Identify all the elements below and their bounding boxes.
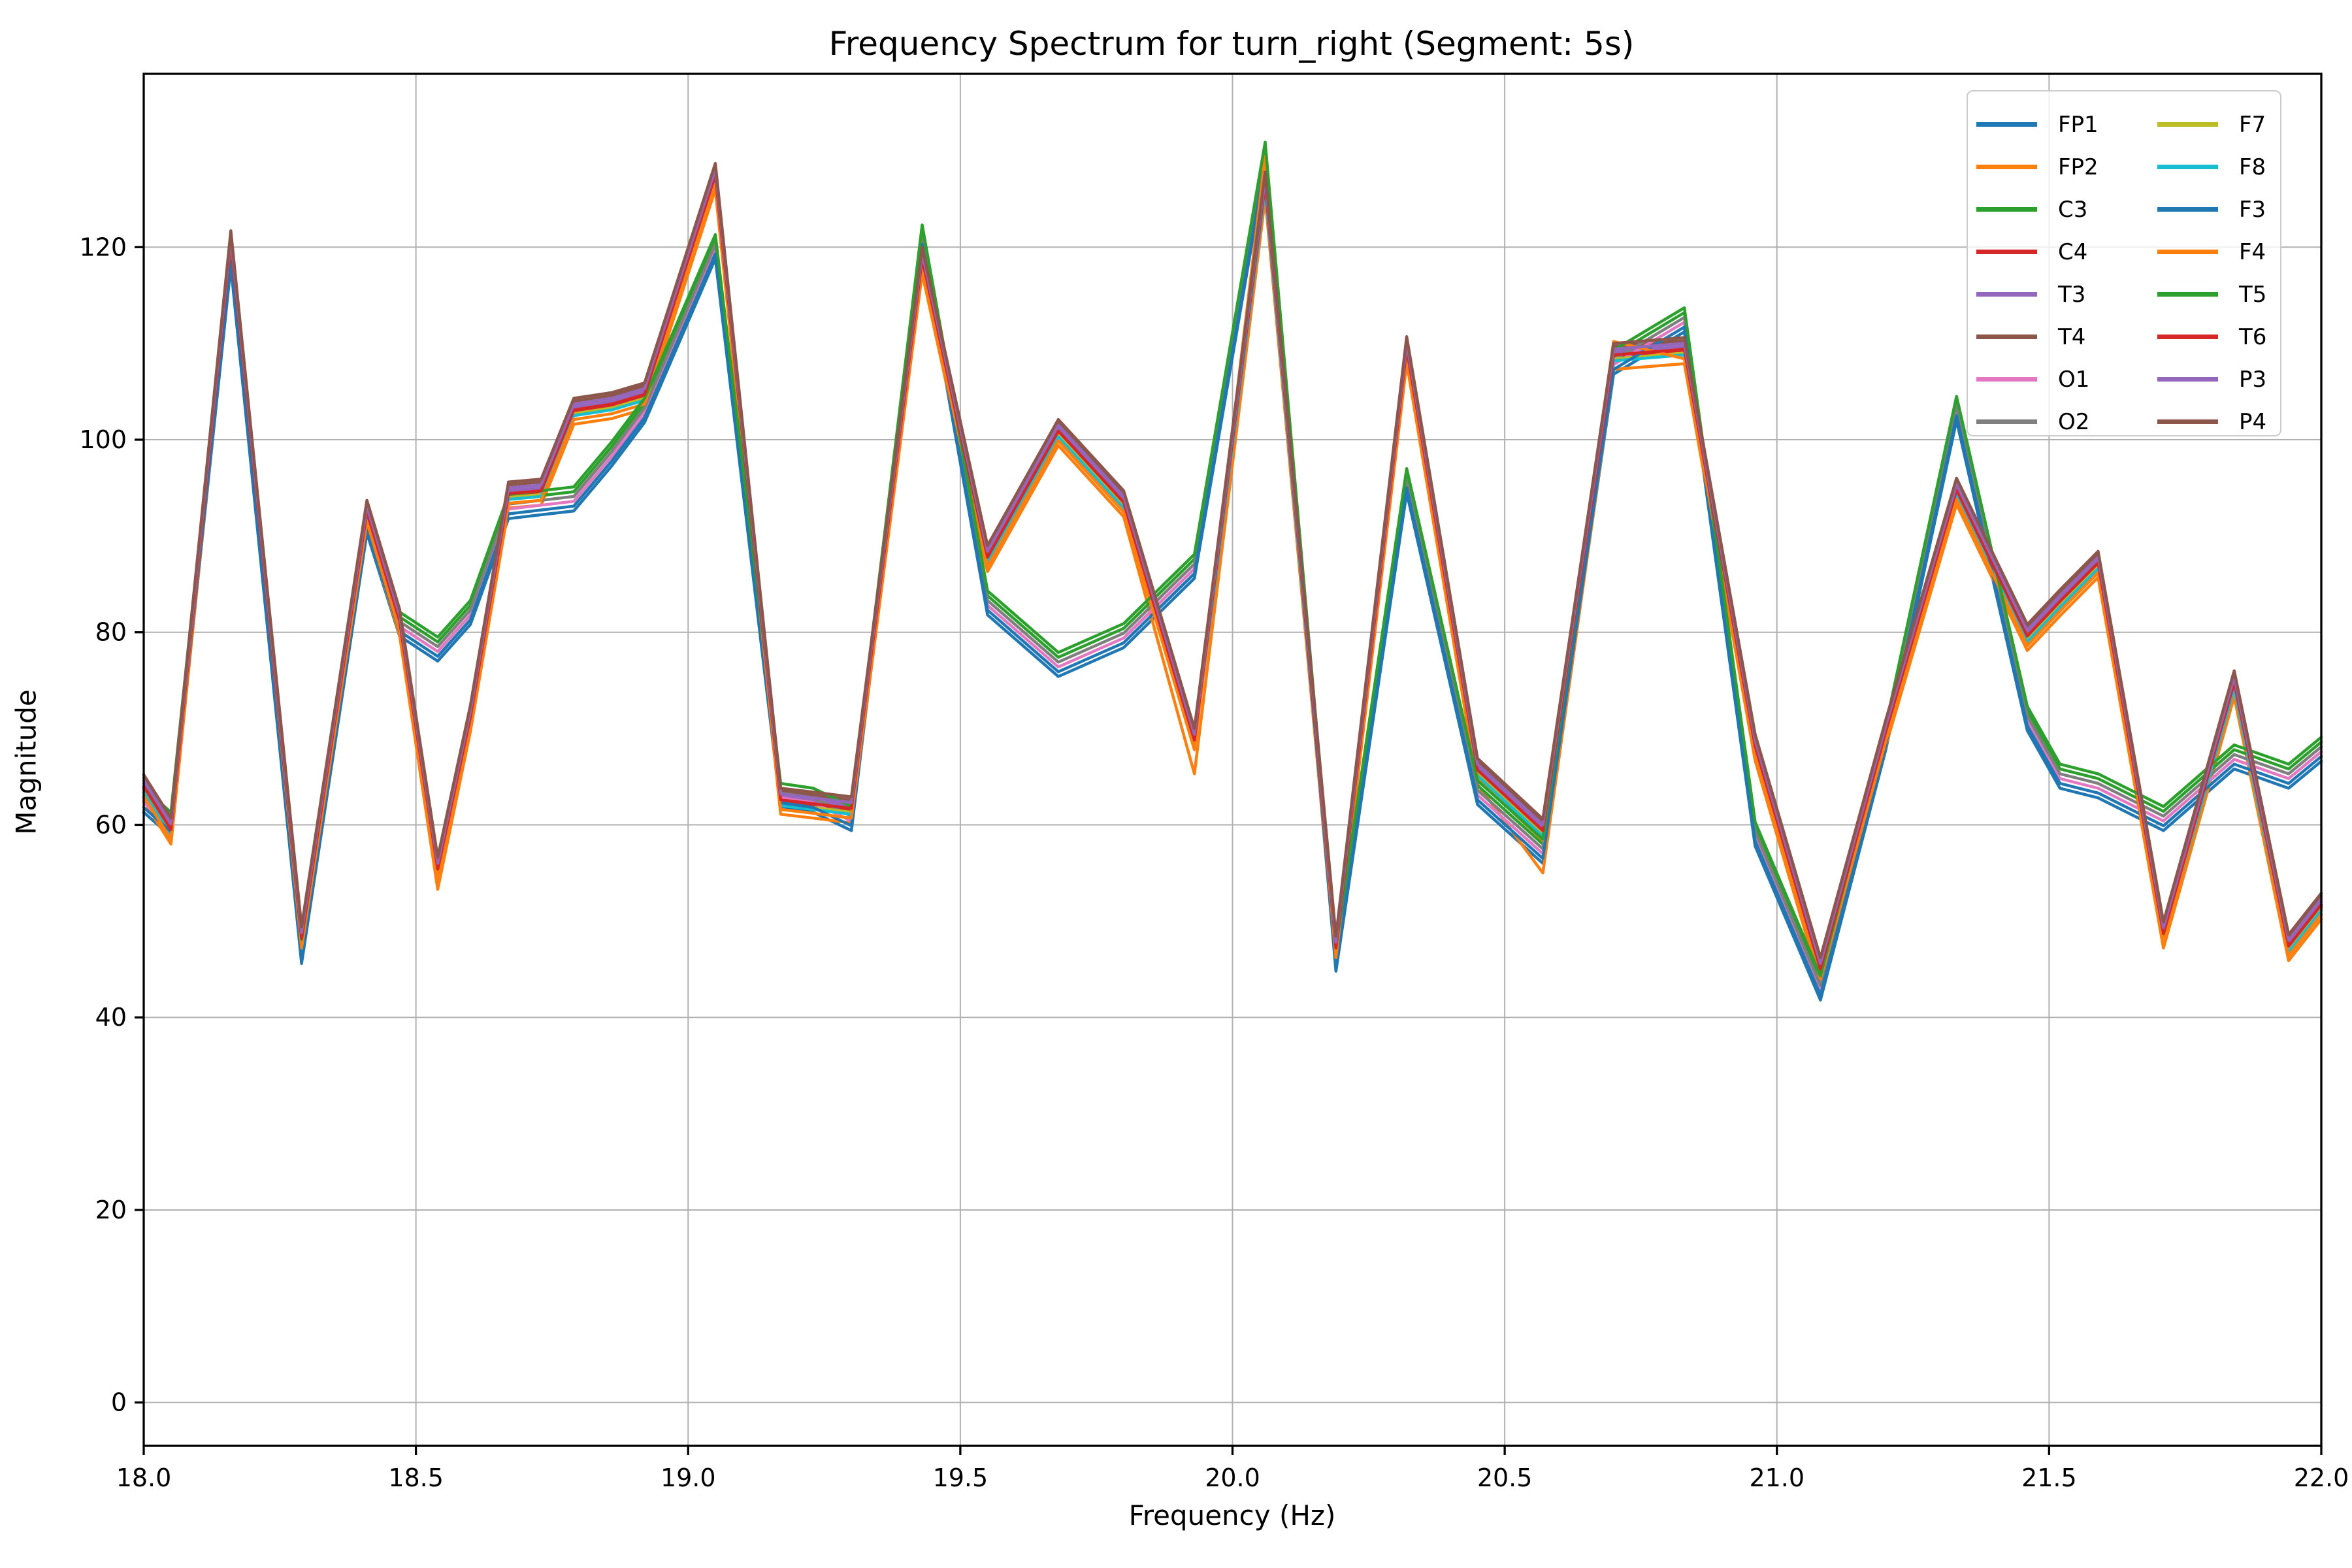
legend-item-O1: O1 [1976,358,2133,400]
y-tick-label: 20 [95,1196,127,1224]
legend-item-P4: P4 [2157,400,2314,443]
legend-label: P4 [2239,408,2267,435]
x-axis-label: Frequency (Hz) [1128,1499,1336,1531]
legend-swatch-F7 [2157,122,2218,127]
y-tick-label: 40 [95,1003,127,1032]
legend-column-1: FP1 FP2 C3 C4 T3 T4 O1 O2 [1976,103,2133,443]
legend-swatch-P4 [2157,419,2218,424]
legend-swatch-FP1 [1976,122,2037,127]
y-tick-label: 100 [79,425,127,454]
legend-item-FP1: FP1 [1976,103,2133,146]
legend-swatch-C4 [1976,250,2037,254]
legend-item-T4: T4 [1976,316,2133,358]
x-tick-label: 18.0 [116,1463,172,1492]
legend-swatch-C3 [1976,207,2037,212]
x-tick-label: 19.0 [661,1463,716,1492]
legend-swatch-T5 [2157,292,2218,297]
x-tick-label: 21.5 [2021,1463,2077,1492]
legend-swatch-O1 [1976,377,2037,382]
legend-item-C4: C4 [1976,231,2133,273]
y-tick-label: 0 [111,1388,127,1417]
legend-label: FP2 [2058,154,2099,180]
legend-item-FP2: FP2 [1976,146,2133,188]
x-tick-label: 20.0 [1205,1463,1260,1492]
legend-item-P3: P3 [2157,358,2314,400]
y-axis-label: Magnitude [10,689,42,835]
legend-swatch-F8 [2157,165,2218,169]
x-tick-label: 20.5 [1477,1463,1533,1492]
legend-item-F3: F3 [2157,188,2314,231]
legend: FP1 FP2 C3 C4 T3 T4 O1 O2 F7 F8 F3 F4 T5 T6 P3 P4 [1967,90,2281,436]
legend-label: P3 [2239,366,2267,393]
legend-label: C3 [2058,196,2088,223]
legend-item-T5: T5 [2157,273,2314,316]
series-line-F4 [142,155,2323,981]
legend-label: T3 [2058,281,2086,308]
x-tick-label: 22.0 [2294,1463,2349,1492]
legend-swatch-T3 [1976,292,2037,297]
legend-item-F7: F7 [2157,103,2314,146]
legend-label: F8 [2239,154,2266,180]
y-tick-label: 60 [95,810,127,839]
legend-item-T6: T6 [2157,316,2314,358]
legend-item-C3: C3 [1976,188,2133,231]
legend-item-F8: F8 [2157,146,2314,188]
legend-label: F4 [2239,238,2266,265]
legend-swatch-F4 [2157,250,2218,254]
y-tick-label: 120 [79,233,127,261]
legend-label: T6 [2239,323,2267,350]
legend-item-F4: F4 [2157,231,2314,273]
legend-label: T4 [2058,323,2086,350]
legend-swatch-O2 [1976,419,2037,424]
x-tick-label: 18.5 [388,1463,444,1492]
chart-title: Frequency Spectrum for turn_right (Segme… [828,25,1635,63]
legend-swatch-P3 [2157,377,2218,382]
legend-label: F7 [2239,111,2266,138]
legend-label: F3 [2239,196,2266,223]
x-tick-label: 21.0 [1749,1463,1805,1492]
x-tick-label: 19.5 [933,1463,988,1492]
legend-swatch-T6 [2157,335,2218,339]
legend-label: O1 [2058,366,2090,393]
legend-label: FP1 [2058,111,2099,138]
legend-label: O2 [2058,408,2090,435]
series-line-FP2 [142,188,2323,985]
legend-column-2: F7 F8 F3 F4 T5 T6 P3 P4 [2157,103,2314,443]
y-tick-label: 80 [95,618,127,647]
legend-swatch-FP2 [1976,165,2037,169]
legend-item-O2: O2 [1976,400,2133,443]
legend-swatch-T4 [1976,335,2037,339]
legend-item-T3: T3 [1976,273,2133,316]
legend-swatch-F3 [2157,207,2218,212]
legend-label: T5 [2239,281,2267,308]
series-line-P4 [142,161,2323,960]
legend-label: C4 [2058,238,2088,265]
